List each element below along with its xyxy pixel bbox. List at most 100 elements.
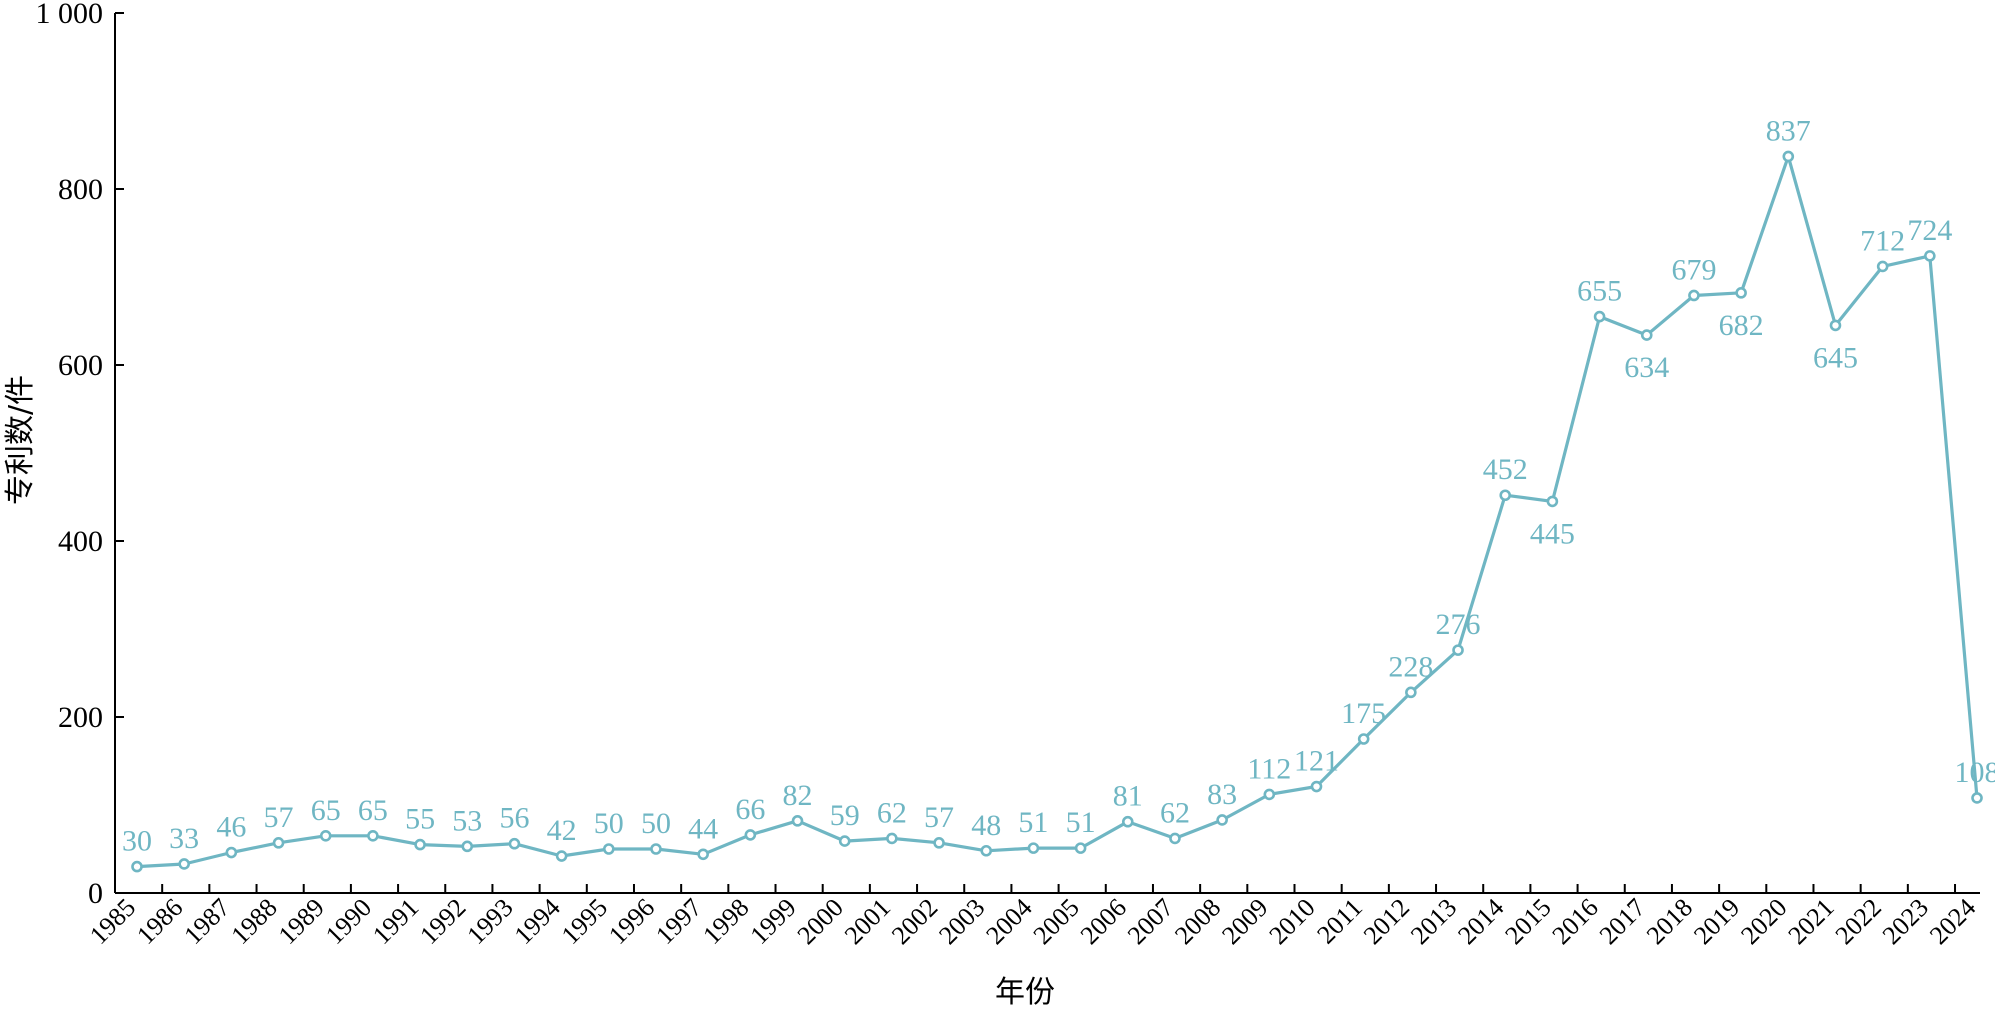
x-tick-label: 1994 [509,893,566,950]
data-label: 59 [830,799,860,832]
data-point [1216,814,1228,826]
data-label: 55 [405,803,435,836]
x-tick-label: 1992 [414,893,471,950]
data-point [1876,260,1889,273]
data-label: 112 [1247,752,1291,785]
data-label: 48 [971,809,1001,842]
y-tick-label: 1 000 [36,0,104,30]
data-labels: 30 33 46 57 65 65 55 53 56 42 50 50 44 66 82 59 62 57 48 51… [122,114,1995,857]
data-label: 42 [547,814,577,847]
x-tick-label: 2021 [1782,893,1839,950]
data-point [980,844,993,857]
y-axis-title: 专利数/件 [3,375,38,505]
data-label: 44 [688,812,718,845]
data-label: 62 [877,796,907,829]
data-point [791,815,804,827]
data-points [131,150,1983,873]
data-label: 30 [122,825,152,858]
data-point [461,840,474,853]
data-label: 46 [216,811,246,844]
data-label: 83 [1207,778,1237,811]
x-tick-label: 1988 [226,893,283,950]
x-tick-label: 2003 [933,893,990,950]
x-tick-label: 2002 [886,893,943,950]
data-label: 62 [1160,796,1190,829]
x-tick-label: 2011 [1311,893,1368,950]
data-label: 33 [169,822,199,855]
data-label: 445 [1530,517,1575,550]
data-label: 679 [1671,253,1716,286]
data-point [1169,832,1181,845]
data-point [1546,495,1559,508]
data-point [508,837,521,850]
data-label: 57 [924,801,954,834]
data-label: 51 [1018,806,1048,839]
data-point [886,832,898,845]
x-tick-label: 2009 [1216,893,1273,950]
x-tick-label: 1998 [697,893,754,950]
x-tick-label: 2000 [792,893,849,950]
data-point [1263,788,1276,801]
x-tick-label: 2005 [1028,893,1085,950]
y-tick-label: 0 [88,877,103,910]
data-point [178,858,190,870]
x-tick-label: 1996 [603,893,660,950]
x-tick-label: 2014 [1452,893,1509,950]
data-point [1121,815,1134,828]
y-ticks: 0 200 400 600 800 1 000 [36,0,124,910]
data-point [367,829,379,842]
data-point [319,829,332,842]
data-label: 51 [1066,806,1096,839]
data-point [1027,842,1040,854]
data-label: 655 [1577,275,1622,308]
data-point [697,848,709,861]
data-point [1499,489,1512,502]
x-tick-label: 1990 [320,893,377,950]
data-label: 65 [358,794,388,827]
data-label: 81 [1113,780,1143,813]
y-tick-label: 800 [58,173,103,206]
data-label: 682 [1719,309,1764,342]
x-tick-label: 2015 [1499,893,1556,950]
data-label: 645 [1813,341,1858,374]
x-axis-title: 年份 [995,975,1055,1010]
data-label: 175 [1341,697,1386,730]
data-point [933,837,945,849]
x-tick-label: 2024 [1924,893,1981,950]
data-point [414,838,426,851]
data-point [650,843,662,855]
data-label: 452 [1483,453,1528,486]
x-tick-label: 1991 [367,893,424,950]
x-tick-label: 2017 [1594,893,1651,950]
data-label: 724 [1907,214,1952,247]
x-tick-label: 2006 [1075,893,1132,950]
x-tick-label: 2007 [1122,893,1179,950]
data-label: 57 [264,801,294,834]
data-point [1971,792,1983,804]
data-point [131,860,143,873]
x-tick-label: 2022 [1830,893,1887,950]
y-tick-label: 600 [58,349,103,382]
data-point [1829,319,1842,332]
x-tick-label: 1986 [131,893,188,950]
x-tick-label: 2013 [1405,893,1462,950]
x-tick-label: 1993 [461,893,518,950]
data-point [1735,287,1747,299]
data-point [1924,250,1936,262]
data-label: 276 [1436,608,1481,641]
data-point [272,837,285,849]
x-tick-label: 1997 [650,893,707,950]
x-tick-label: 2001 [839,893,896,950]
data-label: 108 [1955,756,1995,789]
data-point [1310,780,1323,793]
x-tick-label: 1989 [273,893,330,950]
data-label: 50 [594,807,624,840]
x-tick-label: 2023 [1877,893,1934,950]
data-point [1405,686,1417,699]
data-label: 66 [735,793,765,826]
data-label: 634 [1624,351,1669,384]
x-tick-label: 2004 [980,893,1037,950]
data-label: 228 [1388,650,1433,683]
data-label: 50 [641,807,671,840]
